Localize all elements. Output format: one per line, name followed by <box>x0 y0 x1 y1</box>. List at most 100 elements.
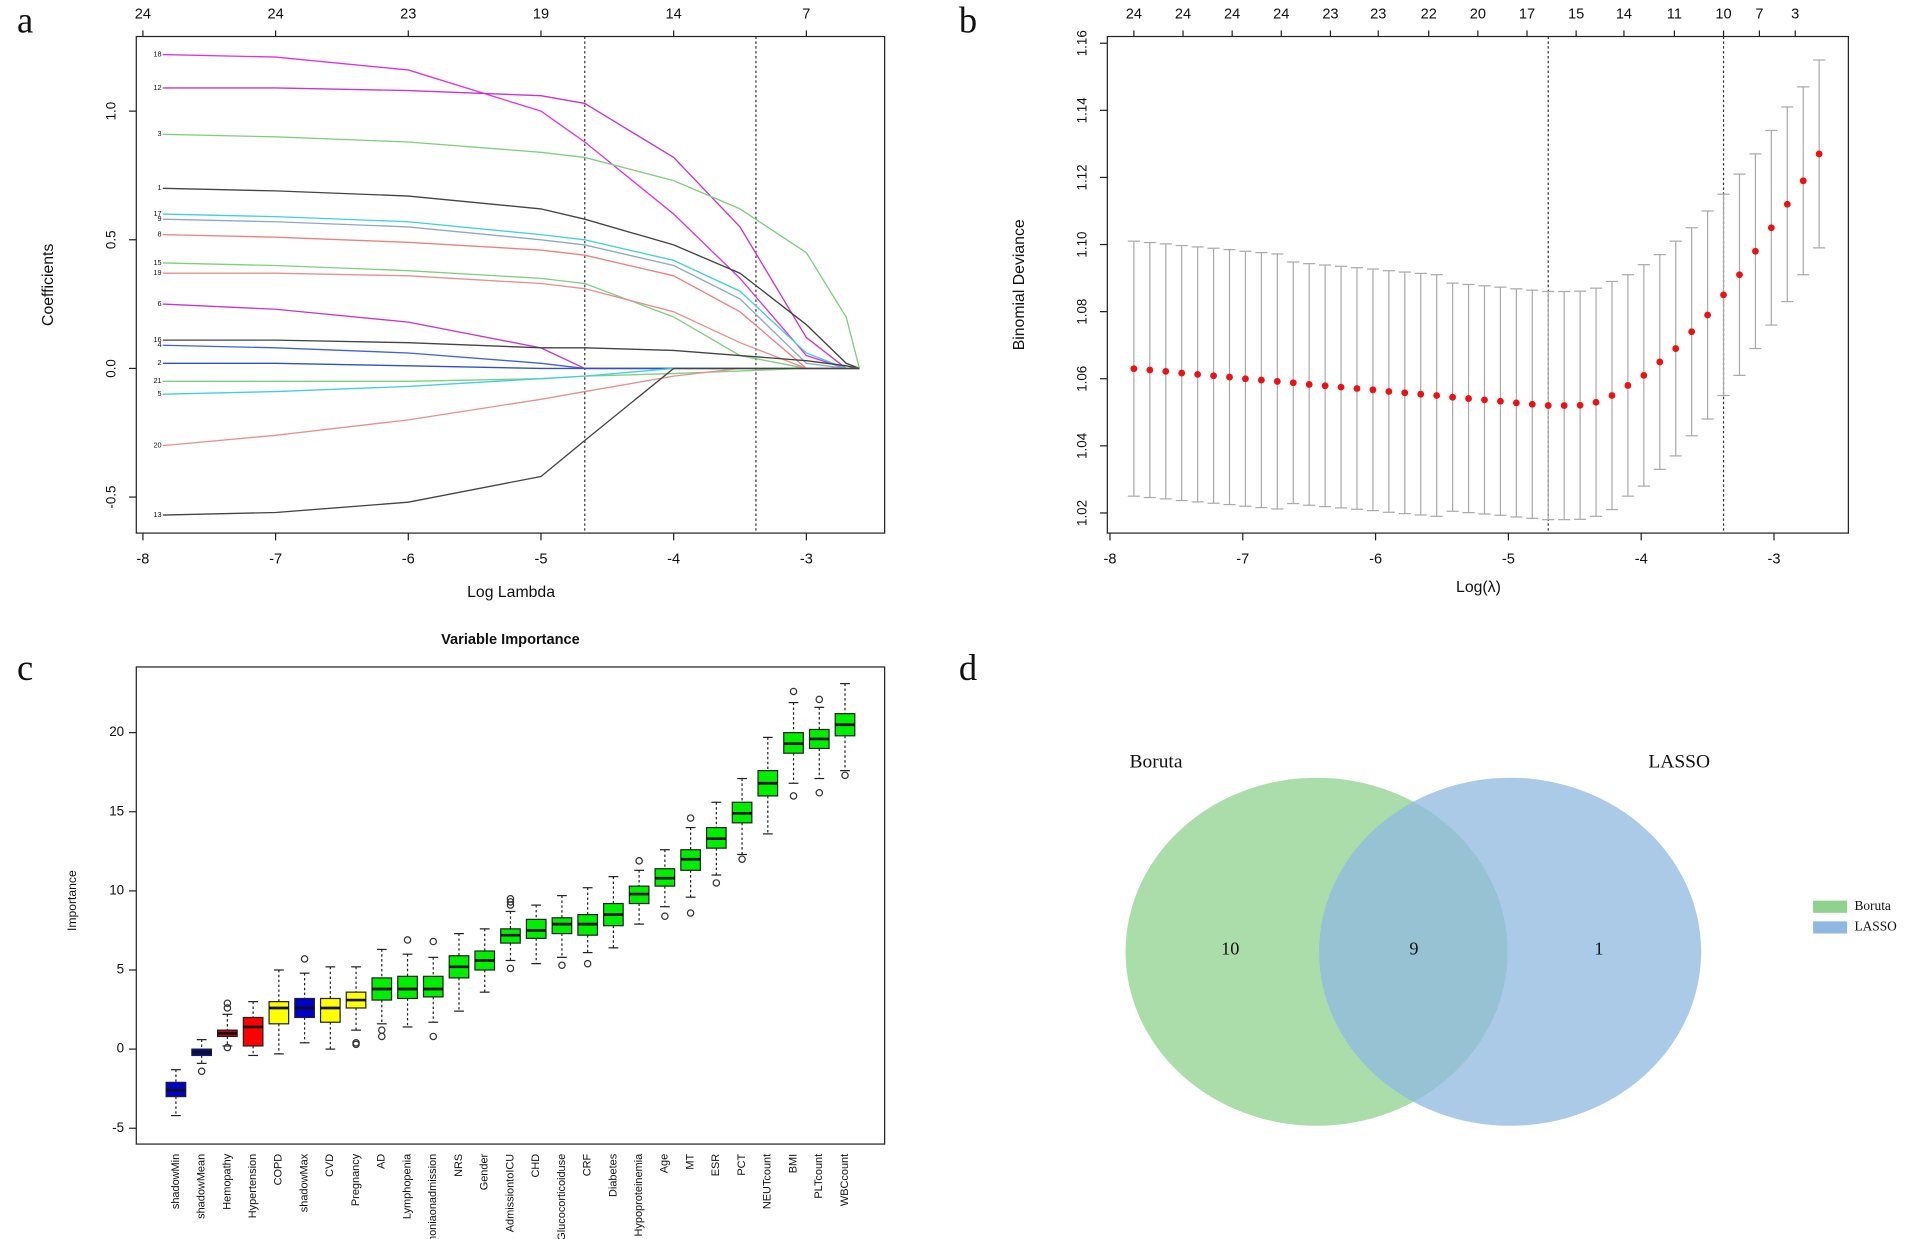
top-tick-label: 3 <box>1791 6 1799 22</box>
x-tick-label: WBCcount <box>839 1154 851 1206</box>
path-label: 2 <box>158 358 162 367</box>
outlier <box>429 937 438 946</box>
outlier <box>686 909 695 917</box>
panel-label: a <box>17 0 33 41</box>
deviance-point <box>1560 402 1568 409</box>
top-tick-label: 10 <box>1715 6 1731 22</box>
x-tick-label: -7 <box>1236 552 1249 568</box>
count-label: 1 <box>1594 939 1603 959</box>
x-tick-label: Hypertension <box>247 1154 259 1218</box>
deviance-point <box>1178 369 1186 377</box>
outlier <box>223 1043 232 1052</box>
deviance-point <box>1512 399 1520 407</box>
deviance-point <box>1162 367 1170 375</box>
box <box>525 918 547 939</box>
y-tick-label: 1.10 <box>1075 232 1090 258</box>
x-axis-label: Log Lambda <box>467 584 555 601</box>
top-tick-label: 24 <box>1273 6 1289 22</box>
legend-swatch <box>1813 921 1848 934</box>
top-tick-label: 22 <box>1421 6 1437 22</box>
x-tick-label: ESR <box>710 1154 722 1177</box>
top-tick-label: 15 <box>1568 6 1584 22</box>
venn-circle <box>1319 777 1702 1126</box>
deviance-point <box>1688 328 1696 336</box>
x-tick-label: -8 <box>136 552 149 568</box>
top-tick-label: 24 <box>1175 6 1191 22</box>
x-tick-label: -5 <box>534 552 547 568</box>
outlier <box>738 855 746 864</box>
outlier <box>352 1040 360 1049</box>
y-tick-label: 1.12 <box>1075 164 1090 190</box>
x-tick-label: -7 <box>269 552 282 568</box>
x-tick-label: Gender <box>479 1153 491 1190</box>
coefficient-path <box>162 87 860 370</box>
legend-label: LASSO <box>1854 919 1897 934</box>
set-label: LASSO <box>1648 752 1710 773</box>
deviance-point <box>1736 271 1743 279</box>
x-tick-label: -4 <box>1635 552 1648 568</box>
top-tick-label: 11 <box>1667 6 1682 22</box>
coefficient-path <box>162 262 860 370</box>
coefficient-path <box>162 367 860 516</box>
deviance-point <box>1815 150 1823 158</box>
deviance-point <box>1257 376 1265 384</box>
y-tick-label: 1.16 <box>1075 30 1090 56</box>
outlier <box>789 687 798 696</box>
path-label: 17 <box>153 209 161 218</box>
deviance-point <box>1337 383 1345 391</box>
box <box>242 1016 264 1047</box>
coefficient-path <box>162 53 860 370</box>
deviance-point <box>1656 358 1664 366</box>
x-tick-label: -8 <box>1103 552 1116 568</box>
y-tick-label: 0.0 <box>103 359 118 378</box>
x-tick-label: -4 <box>667 552 680 568</box>
deviance-point <box>1465 395 1472 402</box>
x-tick-label: CVD <box>324 1154 336 1177</box>
x-tick-label: shadowMean <box>196 1154 208 1219</box>
x-tick-label: AdmissiontoICU <box>504 1154 516 1233</box>
y-tick-label: 10 <box>109 882 124 897</box>
deviance-point <box>1369 386 1377 394</box>
deviance-point <box>1799 177 1807 185</box>
x-tick-label: -3 <box>1768 552 1781 568</box>
outlier <box>403 936 412 944</box>
path-label: 13 <box>153 510 161 519</box>
outlier <box>686 814 695 822</box>
x-tick-label: Glucocorticoiduse <box>556 1154 568 1239</box>
top-tick-label: 7 <box>1755 6 1763 22</box>
outlier <box>506 898 515 906</box>
outlier <box>583 959 592 968</box>
x-tick-label: Hemopathy <box>221 1153 233 1209</box>
outlier <box>789 792 798 800</box>
x-tick-label: PLTcount <box>813 1154 825 1199</box>
top-tick-label: 24 <box>1126 6 1142 22</box>
y-axis-label: Binomial Deviance <box>1011 219 1028 350</box>
count-label: 10 <box>1221 939 1239 959</box>
path-label: 12 <box>153 83 161 92</box>
deviance-point <box>1305 381 1313 388</box>
top-tick-label: 20 <box>1470 6 1486 22</box>
deviance-point <box>1481 396 1488 404</box>
x-tick-label: Age <box>659 1154 671 1173</box>
plot-frame <box>135 35 886 534</box>
deviance-point <box>1353 385 1361 392</box>
deviance-point <box>1783 200 1791 208</box>
path-label: 20 <box>153 441 161 450</box>
box <box>422 975 444 998</box>
deviance-point <box>1210 372 1217 380</box>
x-tick-label: Diabetes <box>607 1153 619 1197</box>
legend-swatch <box>1813 900 1848 913</box>
x-tick-label: BMI <box>787 1154 799 1173</box>
x-tick-label: CRF <box>582 1153 594 1176</box>
y-tick-label: 1.0 <box>103 102 118 121</box>
top-tick-label: 19 <box>533 6 549 22</box>
x-tick-label: NEUTcount <box>762 1154 774 1209</box>
path-label: 16 <box>153 335 161 344</box>
deviance-point <box>1576 401 1584 409</box>
top-tick-label: 24 <box>1224 6 1240 22</box>
top-tick-label: 14 <box>1616 6 1632 22</box>
y-tick-label: 0 <box>117 1041 124 1056</box>
y-axis-label: Importance <box>65 870 79 931</box>
top-tick-label: 17 <box>1519 6 1535 22</box>
